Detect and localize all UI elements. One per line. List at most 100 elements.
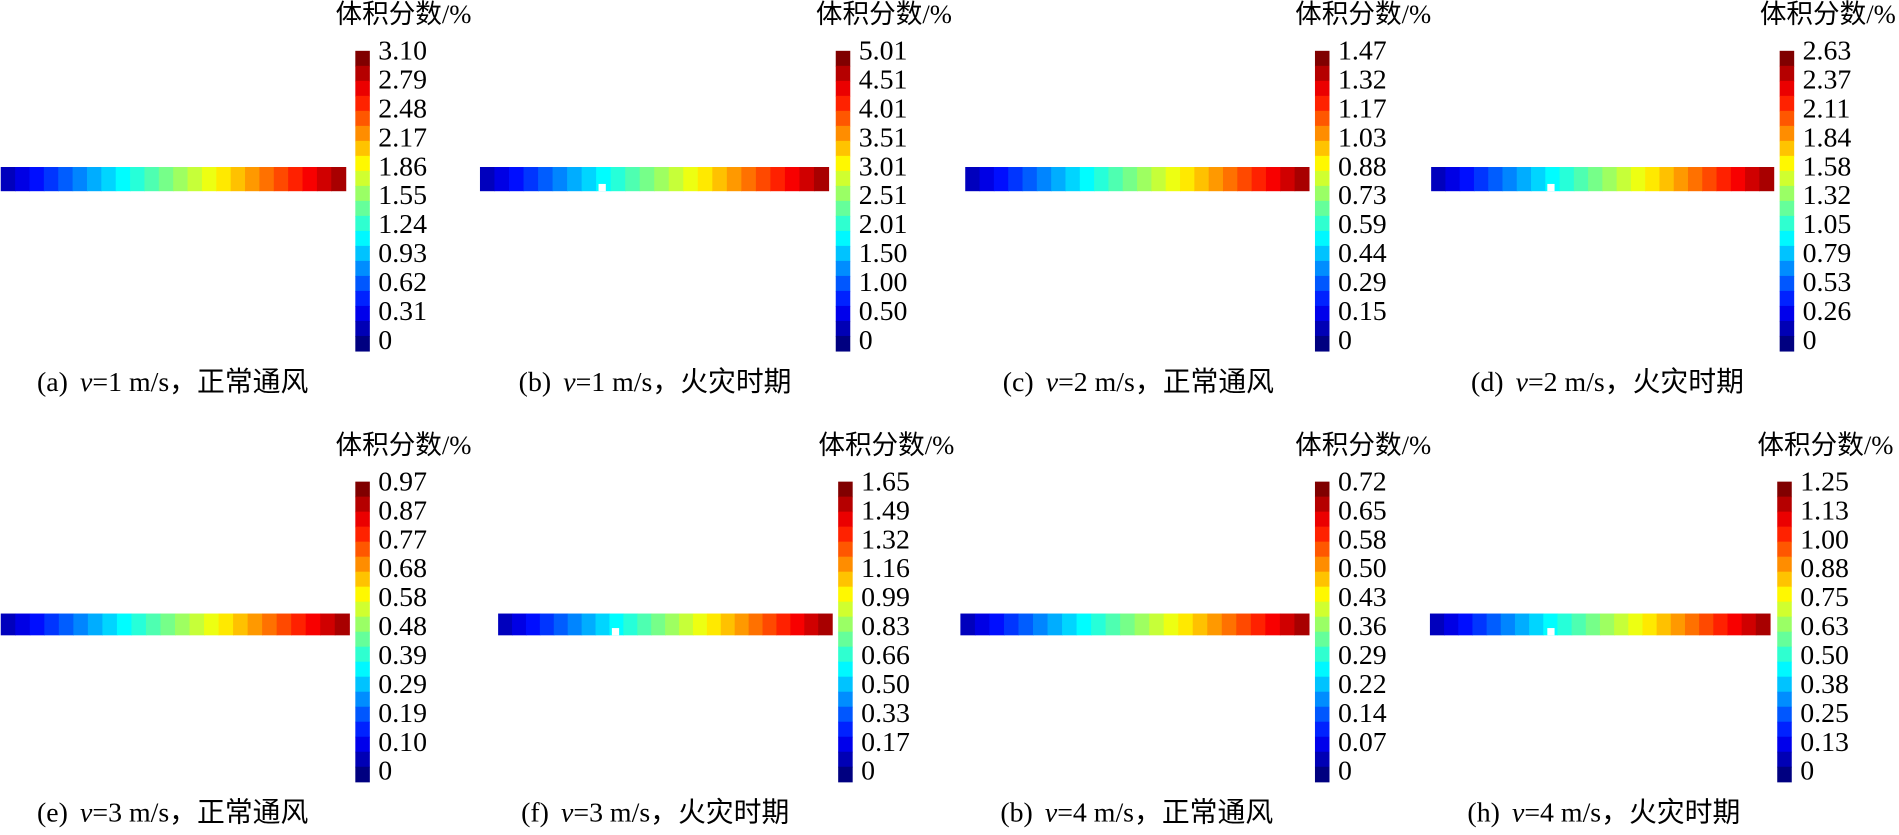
colorbar-band	[1777, 631, 1792, 648]
colorbar-band	[1779, 275, 1795, 292]
colorbar-tick-label: 0.50	[861, 669, 910, 700]
caption: (b) v=1 m/s，火灾时期	[519, 367, 792, 398]
tunnel-contour-band	[204, 613, 220, 636]
colorbar-band	[838, 736, 853, 753]
colorbar-band	[838, 511, 853, 528]
colorbar-tick-label: 4.01	[859, 93, 908, 124]
colorbar-band	[1314, 496, 1330, 513]
colorbar-band	[838, 646, 853, 663]
colorbar-band	[838, 691, 853, 708]
colorbar-band	[355, 260, 370, 277]
tunnel-contour-band	[706, 613, 722, 636]
tunnel-contour-band	[1047, 613, 1063, 636]
colorbar-tick-label: 0.15	[1338, 296, 1387, 327]
colorbar-tick-label: 1.84	[1803, 122, 1852, 153]
colorbar-band	[835, 200, 851, 217]
colorbar-band	[835, 170, 851, 187]
colorbar-band	[1777, 691, 1792, 708]
colorbar-tick-label: 0.33	[861, 698, 910, 729]
tunnel-contour-band	[1178, 613, 1194, 636]
tunnel-contour-band	[720, 613, 736, 636]
tunnel-contour-band	[1431, 167, 1447, 192]
tunnel-contour-band	[692, 613, 708, 636]
colorbar-tick-label: 1.24	[378, 209, 427, 240]
caption-label: (b)	[1000, 798, 1032, 829]
colorbar-band	[355, 631, 370, 648]
colorbar-band	[1777, 571, 1792, 588]
tunnel-contour-band	[1236, 613, 1252, 636]
colorbar-band	[1777, 601, 1792, 618]
colorbar-band	[1777, 511, 1792, 528]
colorbar-band	[355, 215, 370, 232]
tunnel-contour-band	[1008, 167, 1024, 192]
tunnel-contour-band	[979, 167, 995, 192]
tunnel-contour-band	[305, 613, 321, 636]
colorbar-band	[835, 125, 851, 142]
colorbar-tick-label: 4.51	[859, 65, 908, 96]
colorbar-band	[835, 50, 851, 67]
tunnel-contour-band	[813, 167, 830, 192]
colorbar-band	[355, 496, 370, 513]
caption-variable: v	[563, 367, 576, 398]
tunnel-contour-band	[567, 167, 583, 192]
tunnel-contour-band	[639, 167, 655, 192]
colorbar-band	[355, 766, 370, 783]
colorbar-tick-label: 0	[861, 756, 875, 787]
caption-variable: v	[80, 367, 93, 398]
tunnel-contour-band	[131, 613, 147, 636]
caption: (b) v=4 m/s，正常通风	[1000, 798, 1273, 829]
colorbar-band	[355, 320, 370, 337]
colorbar-tick-label: 1.25	[1800, 466, 1849, 497]
colorbar-tick-label: 0	[378, 325, 392, 356]
colorbar-band	[1777, 586, 1792, 603]
caption-label: (c)	[1003, 367, 1034, 398]
tunnel-contour-band	[1294, 613, 1310, 636]
colorbar-band	[1777, 706, 1792, 723]
colorbar-band	[838, 601, 853, 618]
colorbar-band	[1314, 230, 1330, 247]
colorbar-band	[1314, 50, 1330, 67]
colorbar-band	[355, 275, 370, 292]
tunnel-contour-band	[1222, 167, 1238, 192]
colorbar-tick-label: 1.00	[1800, 524, 1849, 555]
colorbar-tick-label: 0.53	[1803, 267, 1852, 298]
tunnel-notch	[598, 183, 606, 192]
tunnel-contour-band	[712, 167, 728, 192]
colorbar-tick-label: 1.50	[859, 238, 908, 269]
colorbar-band	[1314, 275, 1330, 292]
colorbar-band	[1314, 691, 1330, 708]
colorbar-tick-label: 2.01	[859, 209, 908, 240]
tunnel-contour-band	[86, 167, 102, 192]
colorbar-tick-label: 1.86	[378, 151, 427, 182]
colorbar-tick-label: 0.68	[378, 553, 427, 584]
colorbar-tick-label: 0.65	[1338, 495, 1387, 526]
colorbar-tick-label: 0	[1800, 756, 1814, 787]
colorbar-tick-label: 0.99	[861, 582, 910, 613]
colorbar-tick-label: 0.50	[859, 296, 908, 327]
colorbar-band	[838, 586, 853, 603]
tunnel-contour-band	[130, 167, 146, 192]
caption-variable: v	[1045, 798, 1058, 829]
caption: (d) v=2 m/s，火灾时期	[1471, 367, 1744, 398]
colorbar-tick-label: 0	[1338, 756, 1352, 787]
tunnel-contour-band	[1473, 167, 1489, 192]
colorbar-band	[1779, 320, 1795, 337]
tunnel-contour-band	[679, 613, 694, 636]
tunnel-contour-band	[665, 613, 680, 636]
colorbar-tick-label: 0.83	[861, 611, 910, 642]
tunnel-contour-band	[1573, 167, 1589, 192]
colorbar-band	[1314, 736, 1330, 753]
colorbar-band	[835, 110, 851, 127]
tunnel-contour-band	[1645, 167, 1661, 192]
tunnel-contour-band	[73, 613, 89, 636]
colorbar-band	[1779, 215, 1795, 232]
colorbar-band	[355, 305, 370, 322]
colorbar-band	[835, 215, 851, 232]
colorbar-tick-label: 2.11	[1803, 93, 1851, 124]
colorbar-band	[1314, 260, 1330, 277]
colorbar-band	[355, 230, 370, 247]
colorbar-title: 体积分数/%	[818, 430, 954, 460]
caption-variable: v	[1516, 367, 1529, 398]
colorbar-band	[835, 65, 851, 82]
